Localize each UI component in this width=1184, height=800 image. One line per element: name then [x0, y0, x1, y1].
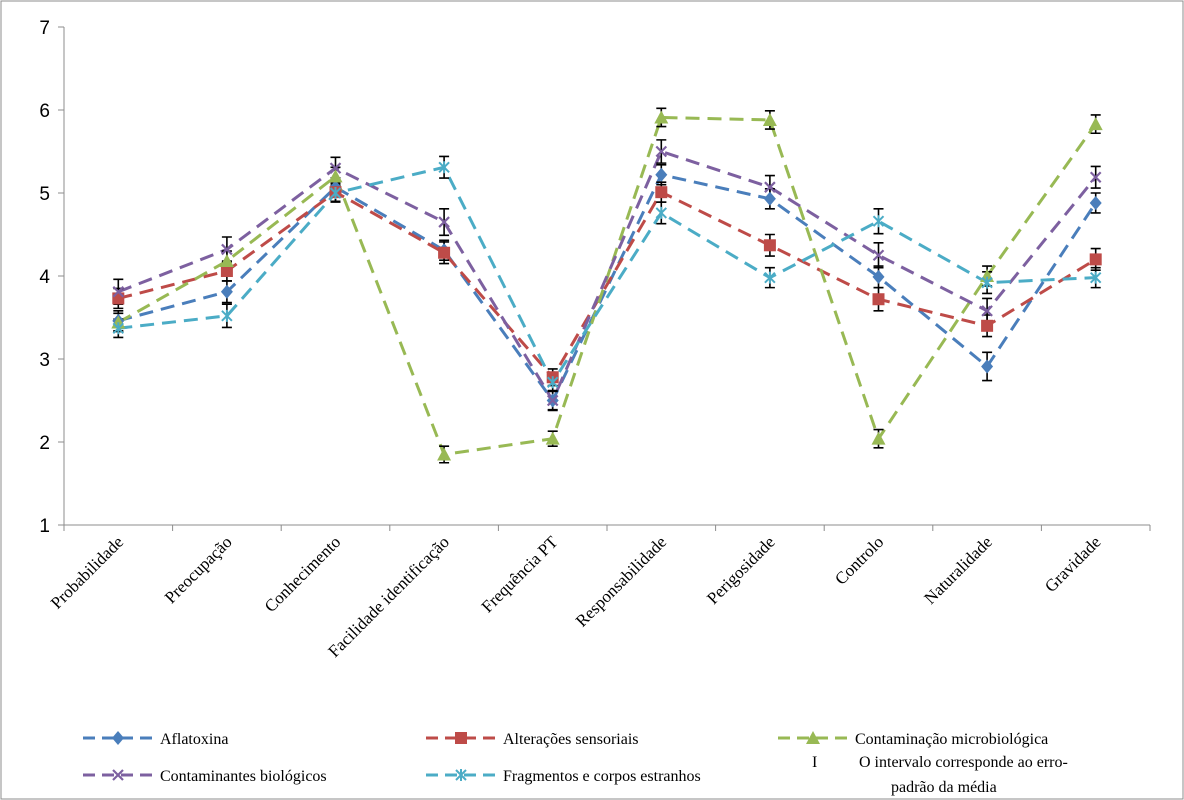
- data-point: [329, 187, 342, 199]
- data-point: [455, 769, 467, 781]
- legend-label: Contaminação microbiológica: [855, 731, 1048, 748]
- data-point: [655, 145, 668, 158]
- series-line: [117, 149, 1097, 404]
- data-point: [981, 305, 993, 317]
- data-point: [220, 284, 233, 299]
- data-point: [1089, 171, 1102, 184]
- data-point: [438, 216, 450, 228]
- data-point: [655, 167, 668, 182]
- data-point: [220, 265, 233, 278]
- data-point: [981, 359, 994, 374]
- y-tick-label: 7: [39, 18, 50, 39]
- data-point: [1089, 253, 1102, 266]
- data-point: [112, 769, 124, 781]
- series-line: [117, 173, 1097, 404]
- data-point: [546, 376, 559, 389]
- legend-item: Contaminantes biológicos: [83, 768, 327, 785]
- legend-note: I O intervalo corresponde ao erro- padrã…: [812, 754, 1068, 796]
- series-line: [118, 165, 1096, 386]
- data-point: [545, 431, 560, 445]
- y-tick-label: 6: [39, 101, 50, 122]
- data-point: [981, 319, 994, 332]
- legend-label: Contaminantes biológicos: [160, 768, 327, 785]
- data-point: [764, 271, 776, 284]
- data-point: [763, 239, 776, 252]
- data-point: [437, 447, 452, 461]
- data-point: [112, 322, 125, 335]
- y-tick-label: 1: [39, 516, 50, 537]
- data-point: [328, 169, 343, 183]
- markers: [111, 110, 1103, 461]
- y-tick-label: 3: [39, 350, 50, 371]
- legend-label: Fragmentos e corpos estranhos: [503, 768, 701, 785]
- data-point: [546, 394, 559, 407]
- legend-item: Fragmentos e corpos estranhos: [426, 768, 701, 785]
- y-tick-label: 2: [39, 433, 50, 454]
- data-point: [438, 246, 451, 259]
- data-point: [112, 292, 125, 305]
- data-point: [1089, 195, 1102, 210]
- data-point: [981, 276, 993, 289]
- data-point: [806, 731, 820, 744]
- y-tick-label: 5: [39, 184, 50, 205]
- data-point: [438, 161, 450, 174]
- legend-item: Aflatoxina: [83, 731, 228, 748]
- data-point: [654, 110, 669, 124]
- data-point: [1089, 271, 1102, 284]
- data-point: [112, 731, 124, 745]
- data-point: [872, 249, 885, 262]
- data-point: [221, 309, 233, 322]
- legend-label: Aflatoxina: [160, 731, 228, 748]
- data-point: [871, 431, 886, 445]
- axes: 1 2 3 4 5 6 7: [39, 18, 1151, 537]
- y-tick-label: 4: [39, 267, 50, 288]
- data-point: [329, 162, 342, 174]
- data-point: [872, 293, 885, 306]
- legend-note-line1: O intervalo corresponde ao erro-: [859, 754, 1068, 771]
- legend-item: Alterações sensoriais: [426, 731, 639, 748]
- data-point: [764, 181, 776, 193]
- legend-item: Contaminação microbiológica: [778, 731, 1048, 748]
- legend: I O intervalo corresponde ao erro- padrã…: [83, 731, 1068, 796]
- data-point: [112, 285, 125, 298]
- legend-label: Alterações sensoriais: [503, 731, 639, 748]
- data-point: [762, 112, 777, 126]
- data-point: [1088, 117, 1103, 131]
- legend-note-line2: padrão da média: [891, 779, 997, 796]
- data-point: [872, 215, 885, 228]
- legend-note-symbol: I: [812, 754, 817, 771]
- data-point: [872, 269, 885, 284]
- series-lines: [117, 115, 1097, 457]
- data-point: [655, 206, 668, 219]
- series-line: [117, 190, 1097, 380]
- data-point: [221, 243, 233, 256]
- data-point: [763, 191, 776, 206]
- data-point: [455, 732, 467, 744]
- data-point: [655, 186, 668, 199]
- data-point: [219, 254, 234, 268]
